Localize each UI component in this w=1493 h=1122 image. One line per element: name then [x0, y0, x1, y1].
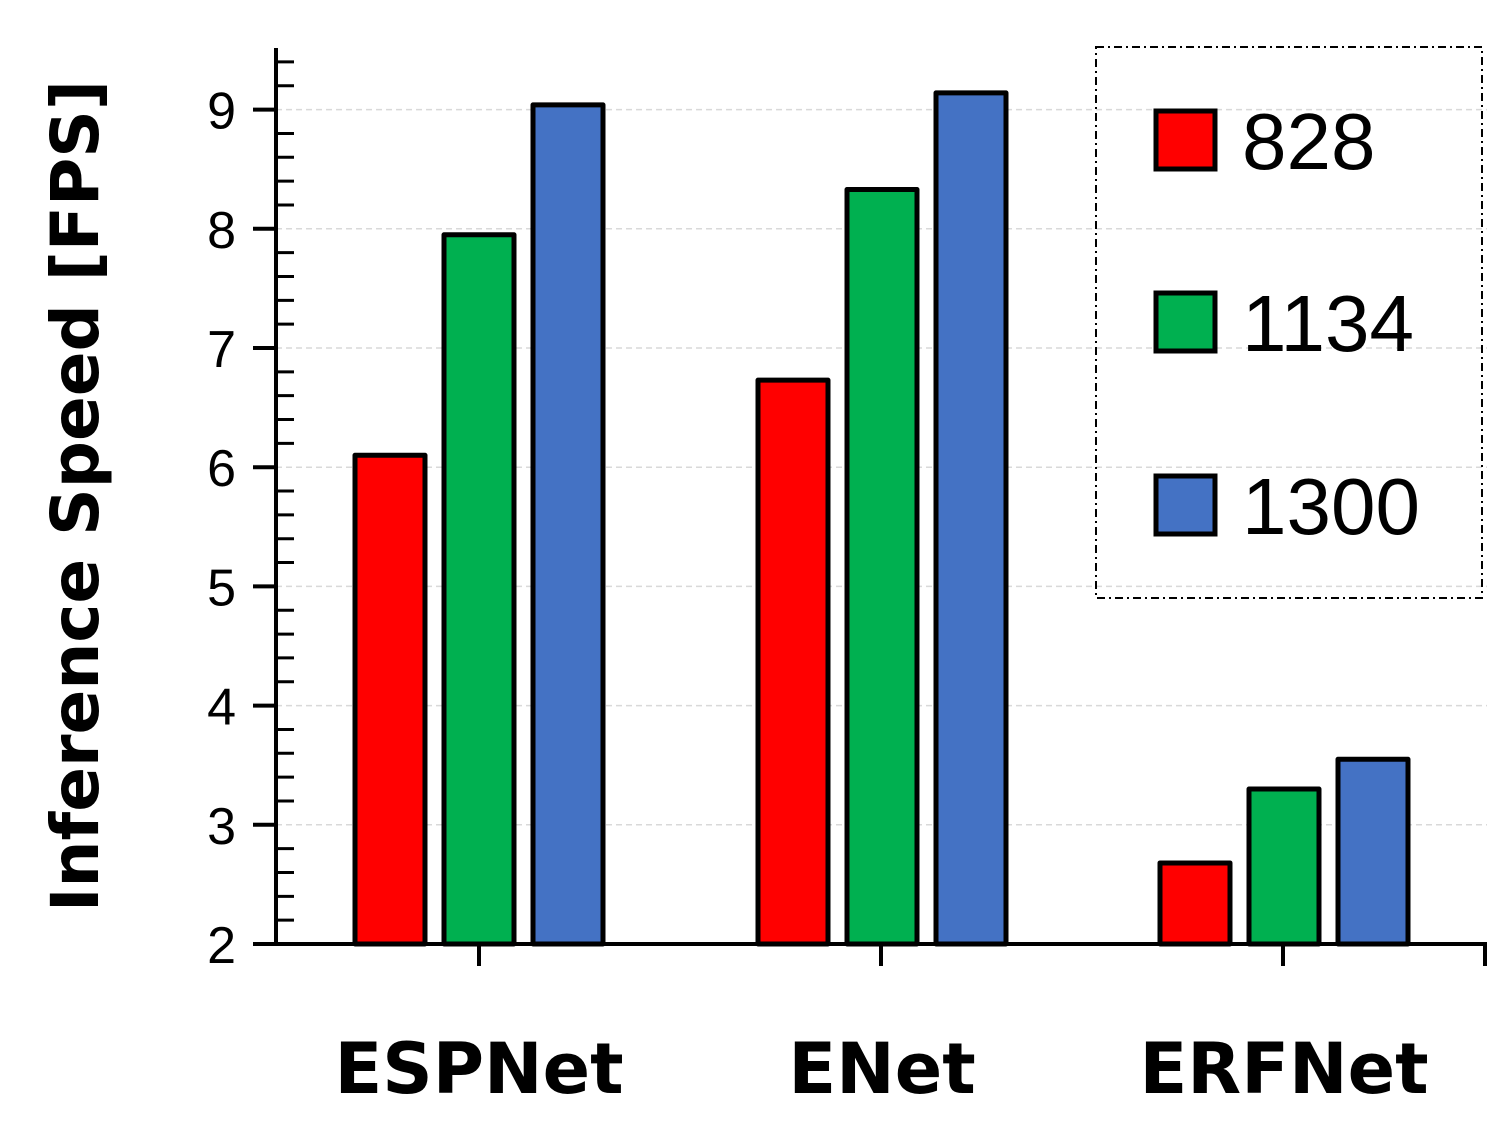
legend-label: 828: [1242, 97, 1375, 186]
y-tick-label: 2: [207, 917, 236, 975]
bar-espnet-1300: [530, 102, 606, 947]
legend-frame: [1095, 46, 1483, 599]
bar-enet-1300: [933, 90, 1009, 947]
bar-espnet-1134: [441, 232, 517, 947]
bar-espnet-828: [352, 452, 428, 947]
bar-erfnet-828: [1157, 860, 1233, 947]
y-axis-label: Inference Speed [FPS]: [37, 80, 114, 912]
legend-label: 1134: [1242, 279, 1414, 368]
bar-erfnet-1134: [1246, 786, 1322, 947]
legend-label: 1300: [1242, 462, 1420, 551]
x-category-label: ENet: [788, 1028, 975, 1110]
y-tick-label: 3: [207, 798, 236, 856]
x-category-label: ERFNet: [1139, 1028, 1428, 1110]
legend-swatch-1134: [1153, 290, 1218, 354]
legend: 828 1134 1300: [1095, 46, 1483, 599]
y-tick-label: 7: [207, 321, 236, 379]
y-tick-label: 4: [207, 679, 236, 737]
legend-swatch-1300: [1153, 473, 1218, 537]
y-tick-label: 9: [207, 83, 236, 141]
y-tick-label: 5: [207, 559, 236, 617]
bar-erfnet-1300: [1335, 756, 1411, 947]
y-tick-label: 8: [207, 202, 236, 260]
bar-enet-828: [755, 377, 831, 947]
bar-enet-1134: [844, 186, 920, 947]
tick-labels: 2 3 4 5 6 7 8 9 ESPNet ENet ERFNet: [207, 83, 1428, 1110]
bars: [352, 90, 1411, 947]
legend-swatch-828: [1153, 108, 1218, 172]
x-category-label: ESPNet: [334, 1028, 623, 1110]
ticks: [253, 60, 1487, 966]
y-tick-label: 6: [207, 440, 236, 498]
